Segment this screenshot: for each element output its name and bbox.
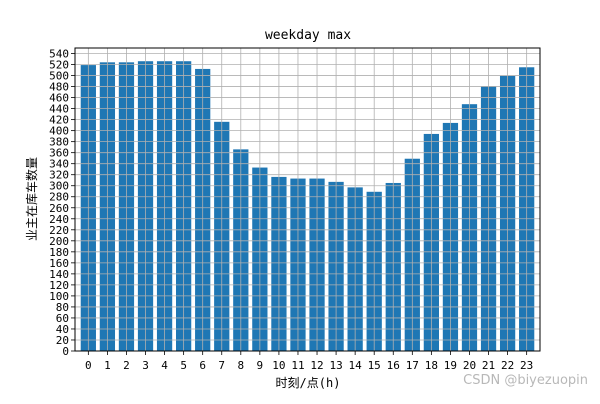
y-tick-label: 380: [49, 136, 69, 149]
y-tick-label: 240: [49, 213, 69, 226]
y-tick-label: 300: [49, 180, 69, 193]
x-tick-label: 9: [257, 359, 264, 372]
x-tick-label: 8: [237, 359, 244, 372]
x-tick-label: 23: [520, 359, 533, 372]
x-tick-label: 21: [482, 359, 495, 372]
x-tick-label: 5: [180, 359, 187, 372]
y-tick-label: 160: [49, 257, 69, 270]
y-tick-label: 500: [49, 70, 69, 83]
y-tick-label: 320: [49, 169, 69, 182]
y-tick-label: 180: [49, 246, 69, 259]
x-tick-label: 20: [463, 359, 476, 372]
y-tick-label: 480: [49, 81, 69, 94]
y-tick-label: 360: [49, 147, 69, 160]
y-tick-label: 440: [49, 103, 69, 116]
y-tick-label: 0: [62, 345, 69, 358]
y-tick-label: 100: [49, 290, 69, 303]
x-tick-label: 3: [142, 359, 149, 372]
x-tick-label: 13: [329, 359, 342, 372]
x-tick-label: 17: [406, 359, 419, 372]
y-tick-label: 400: [49, 125, 69, 138]
x-tick-label: 22: [501, 359, 514, 372]
y-tick-label: 540: [49, 48, 69, 61]
y-tick-label: 280: [49, 191, 69, 204]
y-tick-label: 460: [49, 92, 69, 105]
x-axis-label: 时刻/点(h): [276, 376, 341, 390]
y-tick-label: 120: [49, 279, 69, 292]
x-tick-label: 2: [123, 359, 130, 372]
x-tick-label: 15: [368, 359, 381, 372]
x-tick-label: 1: [104, 359, 111, 372]
y-tick-label: 20: [56, 334, 69, 347]
x-tick-label: 7: [218, 359, 225, 372]
y-tick-label: 340: [49, 158, 69, 171]
y-tick-label: 140: [49, 268, 69, 281]
y-tick-label: 220: [49, 224, 69, 237]
x-tick-label: 19: [444, 359, 457, 372]
x-tick-label: 14: [349, 359, 363, 372]
y-axis-label: 业主在库车数量: [24, 157, 39, 241]
x-tick-label: 12: [310, 359, 323, 372]
x-tick-label: 18: [425, 359, 438, 372]
x-tick-label: 11: [291, 359, 304, 372]
x-tick-label: 0: [85, 359, 92, 372]
y-tick-label: 60: [56, 312, 69, 325]
watermark: CSDN @biyezuopin: [463, 373, 588, 388]
y-tick-label: 40: [56, 323, 69, 336]
y-tick-label: 420: [49, 114, 69, 127]
y-tick-label: 200: [49, 235, 69, 248]
y-tick-label: 260: [49, 202, 69, 215]
x-tick-label: 10: [272, 359, 285, 372]
x-tick-label: 4: [161, 359, 168, 372]
x-tick-label: 16: [387, 359, 400, 372]
y-tick-label: 520: [49, 59, 69, 72]
y-tick-label: 80: [56, 301, 69, 314]
plot-frame: [74, 47, 541, 352]
chart-title: weekday max: [265, 28, 351, 43]
x-tick-label: 6: [199, 359, 206, 372]
